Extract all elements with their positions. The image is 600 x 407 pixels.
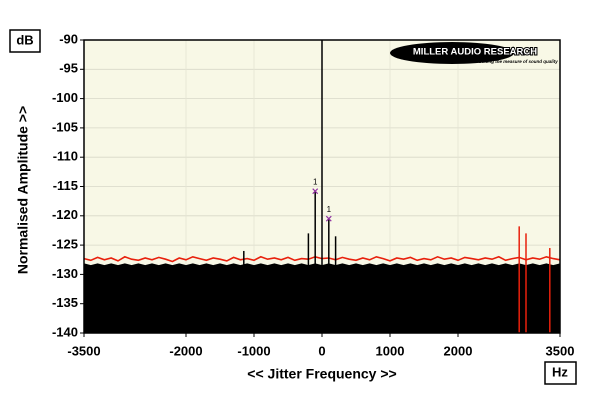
y-tick-label: -100 [52, 90, 78, 105]
y-tick-label: -90 [59, 31, 78, 46]
x-tick-label: -1000 [237, 343, 270, 358]
y-tick-label: -95 [59, 61, 78, 76]
logo-tagline: Getting the measure of sound quality [478, 59, 558, 64]
y-tick-label: -125 [52, 237, 78, 252]
x-tick-label: -2000 [169, 343, 202, 358]
y-tick-label: -120 [52, 207, 78, 222]
y-tick-label: -115 [53, 178, 78, 193]
x-tick-label: 1000 [376, 343, 405, 358]
annotation-label: 1 [327, 205, 332, 214]
annotation-label: 1 [313, 177, 318, 186]
y-tick-label: -110 [53, 149, 78, 164]
y-tick-label: -140 [52, 324, 78, 339]
x-unit: Hz [552, 364, 568, 379]
annotation-marker [325, 215, 332, 222]
x-tick-label: -3500 [67, 343, 100, 358]
plot-border [83, 39, 561, 334]
x-tick-label: 3500 [546, 343, 575, 358]
y-tick-label: -105 [52, 119, 78, 134]
y-tick-label: -130 [52, 266, 78, 281]
annotation-marker [312, 188, 319, 195]
logo-ellipse [390, 42, 514, 64]
y-tick-label: -135 [52, 295, 78, 310]
y-unit-box [9, 29, 41, 53]
y-unit: dB [16, 32, 33, 47]
x-unit-box [544, 361, 577, 385]
x-axis-label: << Jitter Frequency >> [247, 366, 396, 382]
logo-text: MILLER AUDIO RESEARCH [413, 47, 537, 58]
x-tick-label: 0 [318, 343, 325, 358]
y-axis-label: Normalised Amplitude >> [15, 106, 31, 274]
x-tick-label: 2000 [444, 343, 473, 358]
